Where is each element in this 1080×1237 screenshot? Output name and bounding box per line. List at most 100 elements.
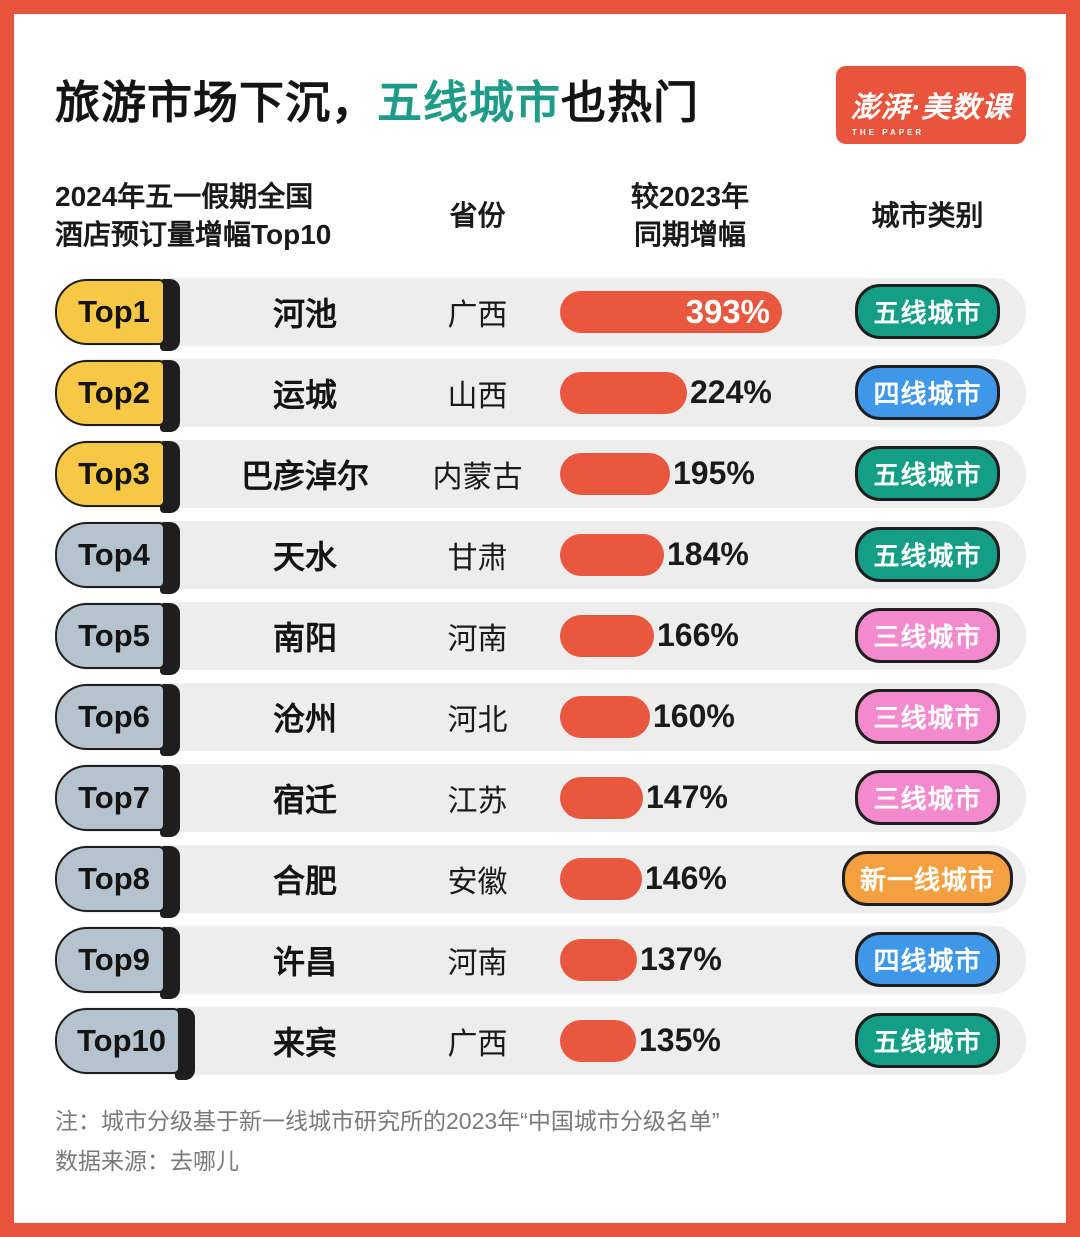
city-name: 合肥 (272, 862, 337, 899)
category-badge: 五线城市 (855, 446, 1000, 502)
growth-bar (560, 1019, 636, 1062)
rank-label: Top5 (55, 602, 165, 669)
rank-label: Top6 (55, 683, 165, 750)
city-name: 来宾 (272, 1024, 337, 1061)
table-row: Top5 南阳 河南 166% 三线城市 (55, 601, 1026, 675)
table-rows: Top1 河池 广西 393% 五线城市 Top2 运城 山西 224% (55, 277, 1026, 1080)
rank-cell: Top7 (55, 764, 205, 837)
category-badge: 新一线城市 (841, 851, 1013, 907)
category-badge: 五线城市 (855, 284, 1000, 340)
poster-content: 旅游市场下沉，五线城市也热门 澎湃·美数课 THE PAPER 2024年五一假… (14, 14, 1066, 1181)
category-badge: 五线城市 (855, 1013, 1000, 1069)
rank-cell: Top10 (55, 1007, 205, 1080)
growth-value: 195% (673, 455, 755, 492)
column-header-province: 省份 (449, 199, 506, 231)
growth-cell: 146% (550, 857, 830, 900)
rank-badge: Top1 (55, 278, 180, 351)
category-badge: 四线城市 (855, 365, 1000, 421)
rank-label: Top10 (55, 1007, 180, 1074)
growth-cell: 393% (550, 290, 830, 333)
province-name: 内蒙古 (432, 460, 523, 494)
logo-text: 澎湃·美数课 (850, 92, 1012, 124)
city-name: 运城 (272, 376, 337, 413)
category-badge: 四线城市 (855, 932, 1000, 988)
city-name: 沧州 (272, 700, 337, 737)
title-prefix: 旅游市场下沉， (55, 77, 378, 128)
rank-label: Top3 (55, 440, 165, 507)
province-name: 山西 (447, 379, 508, 413)
growth-bar (560, 695, 650, 738)
rank-badge: Top7 (55, 764, 180, 837)
growth-cell: 147% (550, 776, 830, 819)
growth-bar (560, 533, 664, 576)
growth-value: 166% (657, 617, 739, 654)
province-name: 安徽 (447, 865, 508, 899)
rank-cell: Top4 (55, 521, 205, 594)
logo-subtext: THE PAPER (852, 128, 925, 137)
category-cell: 五线城市 (830, 446, 1025, 502)
table-row: Top6 沧州 河北 160% 三线城市 (55, 682, 1026, 756)
category-cell: 三线城市 (830, 770, 1025, 826)
table-row: Top3 巴彦淖尔 内蒙古 195% 五线城市 (55, 439, 1026, 513)
growth-bar (560, 776, 643, 819)
growth-value: 137% (640, 941, 722, 978)
province-name: 江苏 (447, 784, 508, 818)
city-name: 南阳 (272, 619, 337, 656)
growth-cell: 135% (550, 1019, 830, 1062)
poster-frame: 旅游市场下沉，五线城市也热门 澎湃·美数课 THE PAPER 2024年五一假… (14, 14, 1066, 1223)
city-name: 宿迁 (272, 781, 337, 818)
footnotes: 注：城市分级基于新一线城市研究所的2023年“中国城市分级名单” 数据来源：去哪… (55, 1101, 1026, 1182)
rank-cell: Top6 (55, 683, 205, 756)
growth-value: 224% (690, 374, 772, 411)
growth-value: 146% (645, 860, 727, 897)
category-cell: 五线城市 (830, 527, 1025, 583)
rank-label: Top4 (55, 521, 165, 588)
category-cell: 三线城市 (830, 689, 1025, 745)
rank-cell: Top8 (55, 845, 205, 918)
growth-value: 184% (667, 536, 749, 573)
rank-cell: Top3 (55, 440, 205, 513)
category-badge: 三线城市 (855, 689, 1000, 745)
category-cell: 四线城市 (830, 365, 1025, 421)
growth-bar (560, 452, 670, 495)
category-cell: 五线城市 (830, 1013, 1025, 1069)
province-name: 河南 (447, 946, 508, 980)
table-row: Top8 合肥 安徽 146% 新一线城市 (55, 844, 1026, 918)
city-name: 许昌 (272, 943, 337, 980)
growth-cell: 195% (550, 452, 830, 495)
rank-cell: Top1 (55, 278, 205, 351)
footnote-methodology: 注：城市分级基于新一线城市研究所的2023年“中国城市分级名单” (55, 1107, 720, 1134)
footnote-source: 数据来源：去哪儿 (55, 1147, 239, 1174)
growth-bar (560, 614, 654, 657)
rank-badge: Top10 (55, 1007, 195, 1080)
rank-label: Top2 (55, 359, 165, 426)
category-badge: 三线城市 (855, 770, 1000, 826)
title-suffix: 也热门 (561, 77, 700, 128)
rank-badge: Top2 (55, 359, 180, 432)
rank-badge: Top6 (55, 683, 180, 756)
table-row: Top2 运城 山西 224% 四线城市 (55, 358, 1026, 432)
growth-bar (560, 371, 687, 414)
title-highlight: 五线城市 (377, 77, 562, 128)
column-header-rank-city: 2024年五一假期全国 酒店预订量增幅Top10 (55, 181, 332, 250)
province-name: 甘肃 (447, 541, 508, 575)
rank-badge: Top4 (55, 521, 180, 594)
rank-badge: Top5 (55, 602, 180, 675)
column-header-category: 城市类别 (871, 199, 984, 231)
province-name: 广西 (447, 1027, 508, 1061)
table-row: Top10 来宾 广西 135% 五线城市 (55, 1006, 1026, 1080)
city-name: 河池 (272, 295, 337, 332)
growth-value: 135% (639, 1022, 721, 1059)
growth-value: 160% (653, 698, 735, 735)
growth-cell: 224% (550, 371, 830, 414)
rank-badge: Top3 (55, 440, 180, 513)
the-paper-logo: 澎湃·美数课 THE PAPER (836, 66, 1026, 144)
category-cell: 新一线城市 (830, 851, 1025, 907)
growth-bar: 393% (560, 290, 782, 333)
city-name: 巴彦淖尔 (240, 457, 369, 494)
growth-cell: 166% (550, 614, 830, 657)
province-name: 广西 (447, 298, 508, 332)
growth-value-inside: 393% (685, 292, 770, 330)
category-badge: 三线城市 (855, 608, 1000, 664)
table-row: Top7 宿迁 江苏 147% 三线城市 (55, 763, 1026, 837)
